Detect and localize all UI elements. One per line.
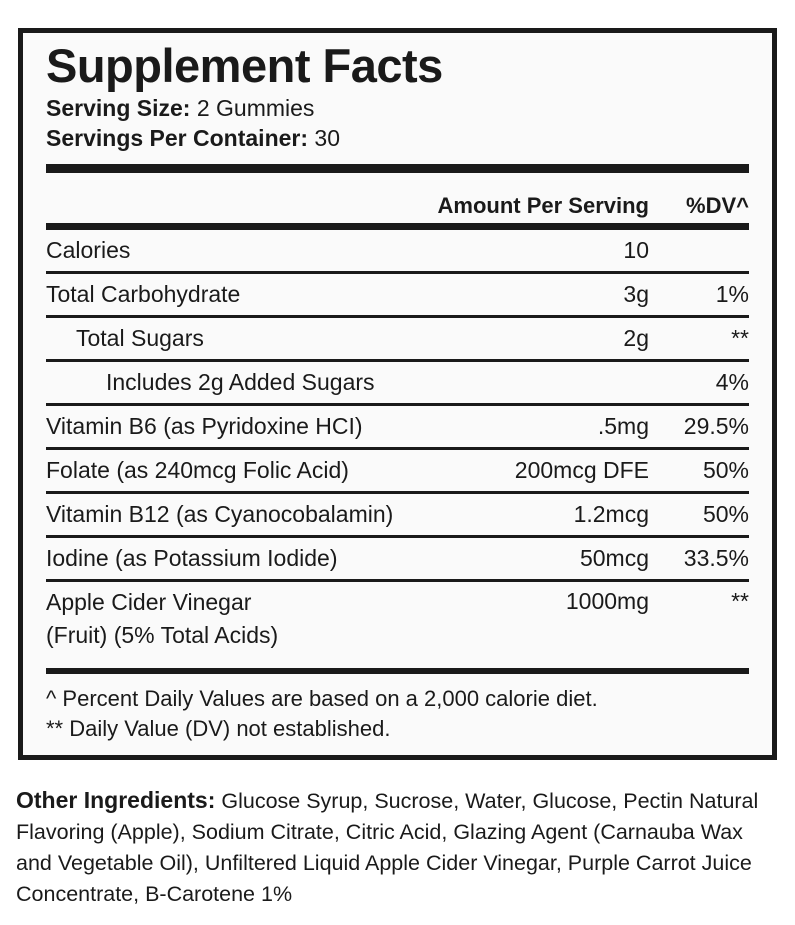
nutrient-amount: 10 bbox=[623, 236, 649, 263]
nutrient-daily-value: 29.5% bbox=[683, 412, 749, 439]
supplement-facts-panel: Supplement Facts Serving Size: 2 Gummies… bbox=[18, 28, 777, 760]
row-divider bbox=[46, 270, 749, 274]
other-ingredients-label: Other Ingredients: bbox=[16, 787, 216, 813]
page-title: Supplement Facts bbox=[46, 39, 443, 92]
divider-below-column-headers bbox=[46, 222, 749, 230]
nutrient-daily-value: ** bbox=[731, 324, 749, 351]
nutrient-name: Total Carbohydrate bbox=[46, 280, 241, 307]
divider-below-serving-info bbox=[46, 163, 749, 173]
nutrient-daily-value: 4% bbox=[715, 368, 749, 395]
serving-size-value: 2 Gummies bbox=[196, 94, 315, 121]
row-divider bbox=[46, 534, 749, 538]
nutrient-row: Folate (as 240mcg Folic Acid) 200mcg DFE 5… bbox=[46, 450, 749, 491]
nutrient-name: Calories bbox=[46, 236, 131, 263]
other-ingredients-text: Glucose Syrup, Sucrose, Water, Glucose, … bbox=[16, 789, 759, 907]
nutrient-amount: 2g bbox=[623, 324, 649, 351]
servings-per-container-value: 30 bbox=[314, 125, 341, 152]
nutrient-rows: Calories 10 Total Carbohydrate 3g 1% Total Su… bbox=[46, 230, 749, 668]
nutrient-name: Includes 2g Added Sugars bbox=[106, 368, 375, 395]
row-divider bbox=[46, 578, 749, 582]
nutrient-daily-value: 50% bbox=[702, 456, 749, 483]
row-divider bbox=[46, 314, 749, 318]
footnote-dv-not-established: ** Daily Value (DV) not established. bbox=[46, 716, 391, 742]
row-divider bbox=[46, 446, 749, 450]
column-header-daily-value: %DV^ bbox=[686, 192, 749, 218]
nutrient-name: Iodine (as Potassium Iodide) bbox=[46, 544, 338, 571]
nutrient-row: Total Carbohydrate 3g 1% bbox=[46, 274, 749, 315]
row-divider bbox=[46, 358, 749, 362]
nutrient-row: Vitamin B12 (as Cyanocobalamin) 1.2mcg 50% bbox=[46, 494, 749, 535]
footnote-daily-value-basis: ^ Percent Daily Values are based on a 2,… bbox=[46, 685, 598, 711]
nutrient-name: Vitamin B12 (as Cyanocobalamin) bbox=[46, 500, 394, 527]
nutrient-daily-value: 50% bbox=[702, 500, 749, 527]
serving-size-label: Serving Size: bbox=[46, 94, 191, 121]
nutrient-row: Includes 2g Added Sugars 4% bbox=[46, 362, 749, 403]
divider-above-footnotes bbox=[46, 667, 749, 674]
nutrient-row: Total Sugars 2g ** bbox=[46, 318, 749, 359]
nutrient-row: Vitamin B6 (as Pyridoxine HCI) .5mg 29.5% bbox=[46, 406, 749, 447]
column-headers-row: Amount Per Serving %DV^ bbox=[46, 173, 749, 223]
nutrient-amount: 50mcg bbox=[579, 544, 649, 571]
row-divider bbox=[46, 490, 749, 494]
nutrient-amount: 1000mg bbox=[565, 587, 649, 614]
nutrient-daily-value: ** bbox=[731, 587, 749, 614]
other-ingredients-block: Other Ingredients: Glucose Syrup, Sucrose… bbox=[16, 784, 778, 910]
column-header-amount: Amount Per Serving bbox=[437, 192, 649, 218]
footnotes: ^ Percent Daily Values are based on a 2,… bbox=[46, 674, 749, 745]
nutrient-daily-value: 1% bbox=[715, 280, 749, 307]
row-divider bbox=[46, 402, 749, 406]
nutrient-amount: 200mcg DFE bbox=[514, 456, 649, 483]
nutrient-row: Calories 10 bbox=[46, 230, 749, 271]
nutrient-name: Folate (as 240mcg Folic Acid) bbox=[46, 456, 349, 483]
nutrient-name: Vitamin B6 (as Pyridoxine HCI) bbox=[46, 412, 363, 439]
servings-per-container-label: Servings Per Container: bbox=[46, 125, 309, 152]
nutrient-amount: 3g bbox=[623, 280, 649, 307]
nutrient-row: Iodine (as Potassium Iodide) 50mcg 33.5% bbox=[46, 538, 749, 579]
servings-per-container-line: Servings Per Container: 30 bbox=[46, 123, 749, 154]
nutrient-daily-value: 33.5% bbox=[683, 544, 749, 571]
nutrient-name: Total Sugars bbox=[76, 324, 204, 351]
nutrient-amount: 1.2mcg bbox=[573, 500, 649, 527]
serving-size-line: Serving Size: 2 Gummies bbox=[46, 93, 749, 124]
nutrient-row: Apple Cider Vinegar (Fruit) (5% Total Aci… bbox=[46, 582, 749, 668]
nutrient-amount: .5mg bbox=[597, 412, 649, 439]
nutrient-name: Apple Cider Vinegar (Fruit) (5% Total Aci… bbox=[46, 588, 279, 648]
